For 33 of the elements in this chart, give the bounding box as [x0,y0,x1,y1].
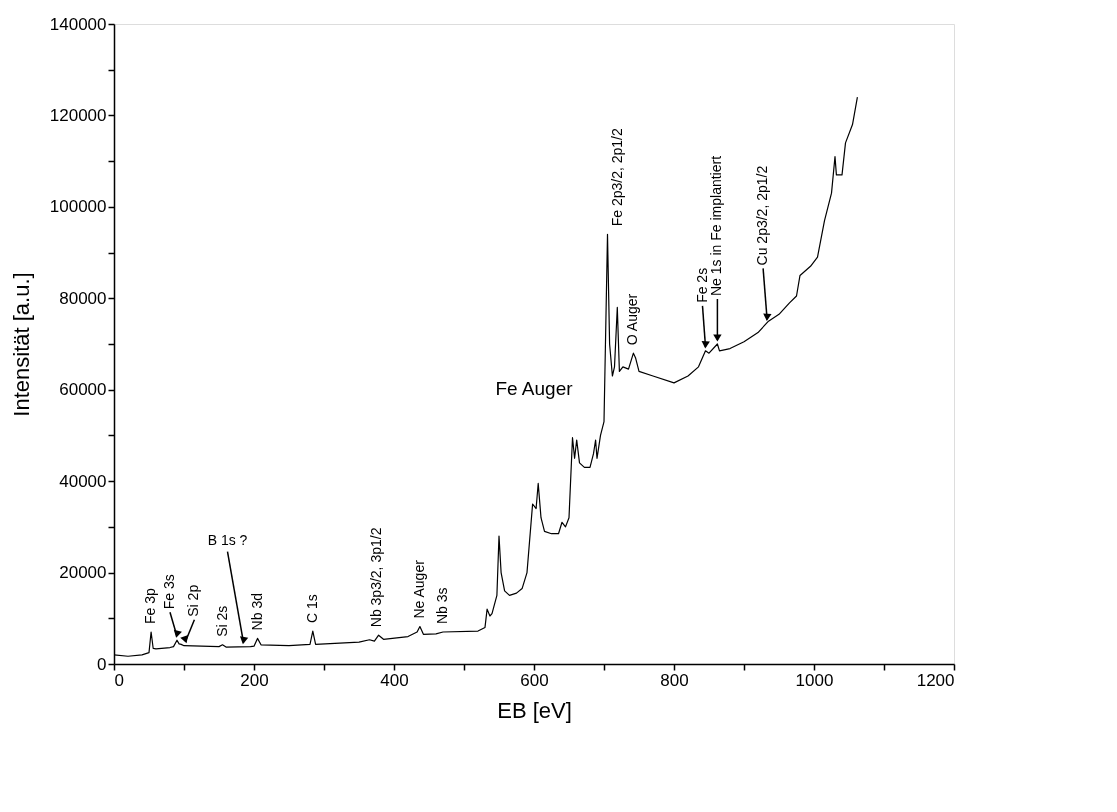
y-tick-label: 120000 [49,105,107,125]
annotation: Fe 3p [142,587,159,624]
y-axis-title: Intensität [a.u.] [8,272,34,417]
annotation: Fe 3s [161,574,177,610]
annotation: Fe 2s [693,267,710,303]
annotation: Nb 3p3/2, 3p1/2 [367,527,384,628]
y-tick-label: 100000 [49,197,107,217]
y-tick-label: 140000 [49,14,107,34]
x-tick-label: 600 [520,670,549,690]
x-tick-label: 1000 [795,670,834,690]
y-tick-label: 60000 [59,380,107,400]
y-tick-label: 40000 [59,471,107,491]
annotation: Ne Auger [410,559,427,619]
x-tick-label: 0 [114,670,124,690]
annotation: Fe 2p3/2, 2p1/2 [608,128,625,227]
y-tick-label: 80000 [59,288,107,308]
y-tick-label: 0 [97,654,107,674]
annotation: Si 2s [213,605,230,637]
annotation: O Auger [624,293,641,346]
annotation: Nb 3d [248,593,265,631]
x-tick-label: 400 [380,670,409,690]
annotation: Fe Auger [495,377,574,399]
x-tick-label: 1200 [916,670,955,690]
x-tick-label: 200 [240,670,269,690]
annotation: Nb 3s [434,587,450,624]
annotation: Ne 1s in Fe implantiert [708,155,725,296]
annotation: B 1s ? [207,531,248,548]
x-axis-title: EB [eV] [497,697,572,723]
annotation: Cu 2p3/2, 2p1/2 [754,165,771,266]
x-tick-label: 800 [660,670,689,690]
annotation: C 1s [303,594,320,624]
annotation: Si 2p [185,584,202,617]
y-tick-label: 20000 [59,563,107,583]
